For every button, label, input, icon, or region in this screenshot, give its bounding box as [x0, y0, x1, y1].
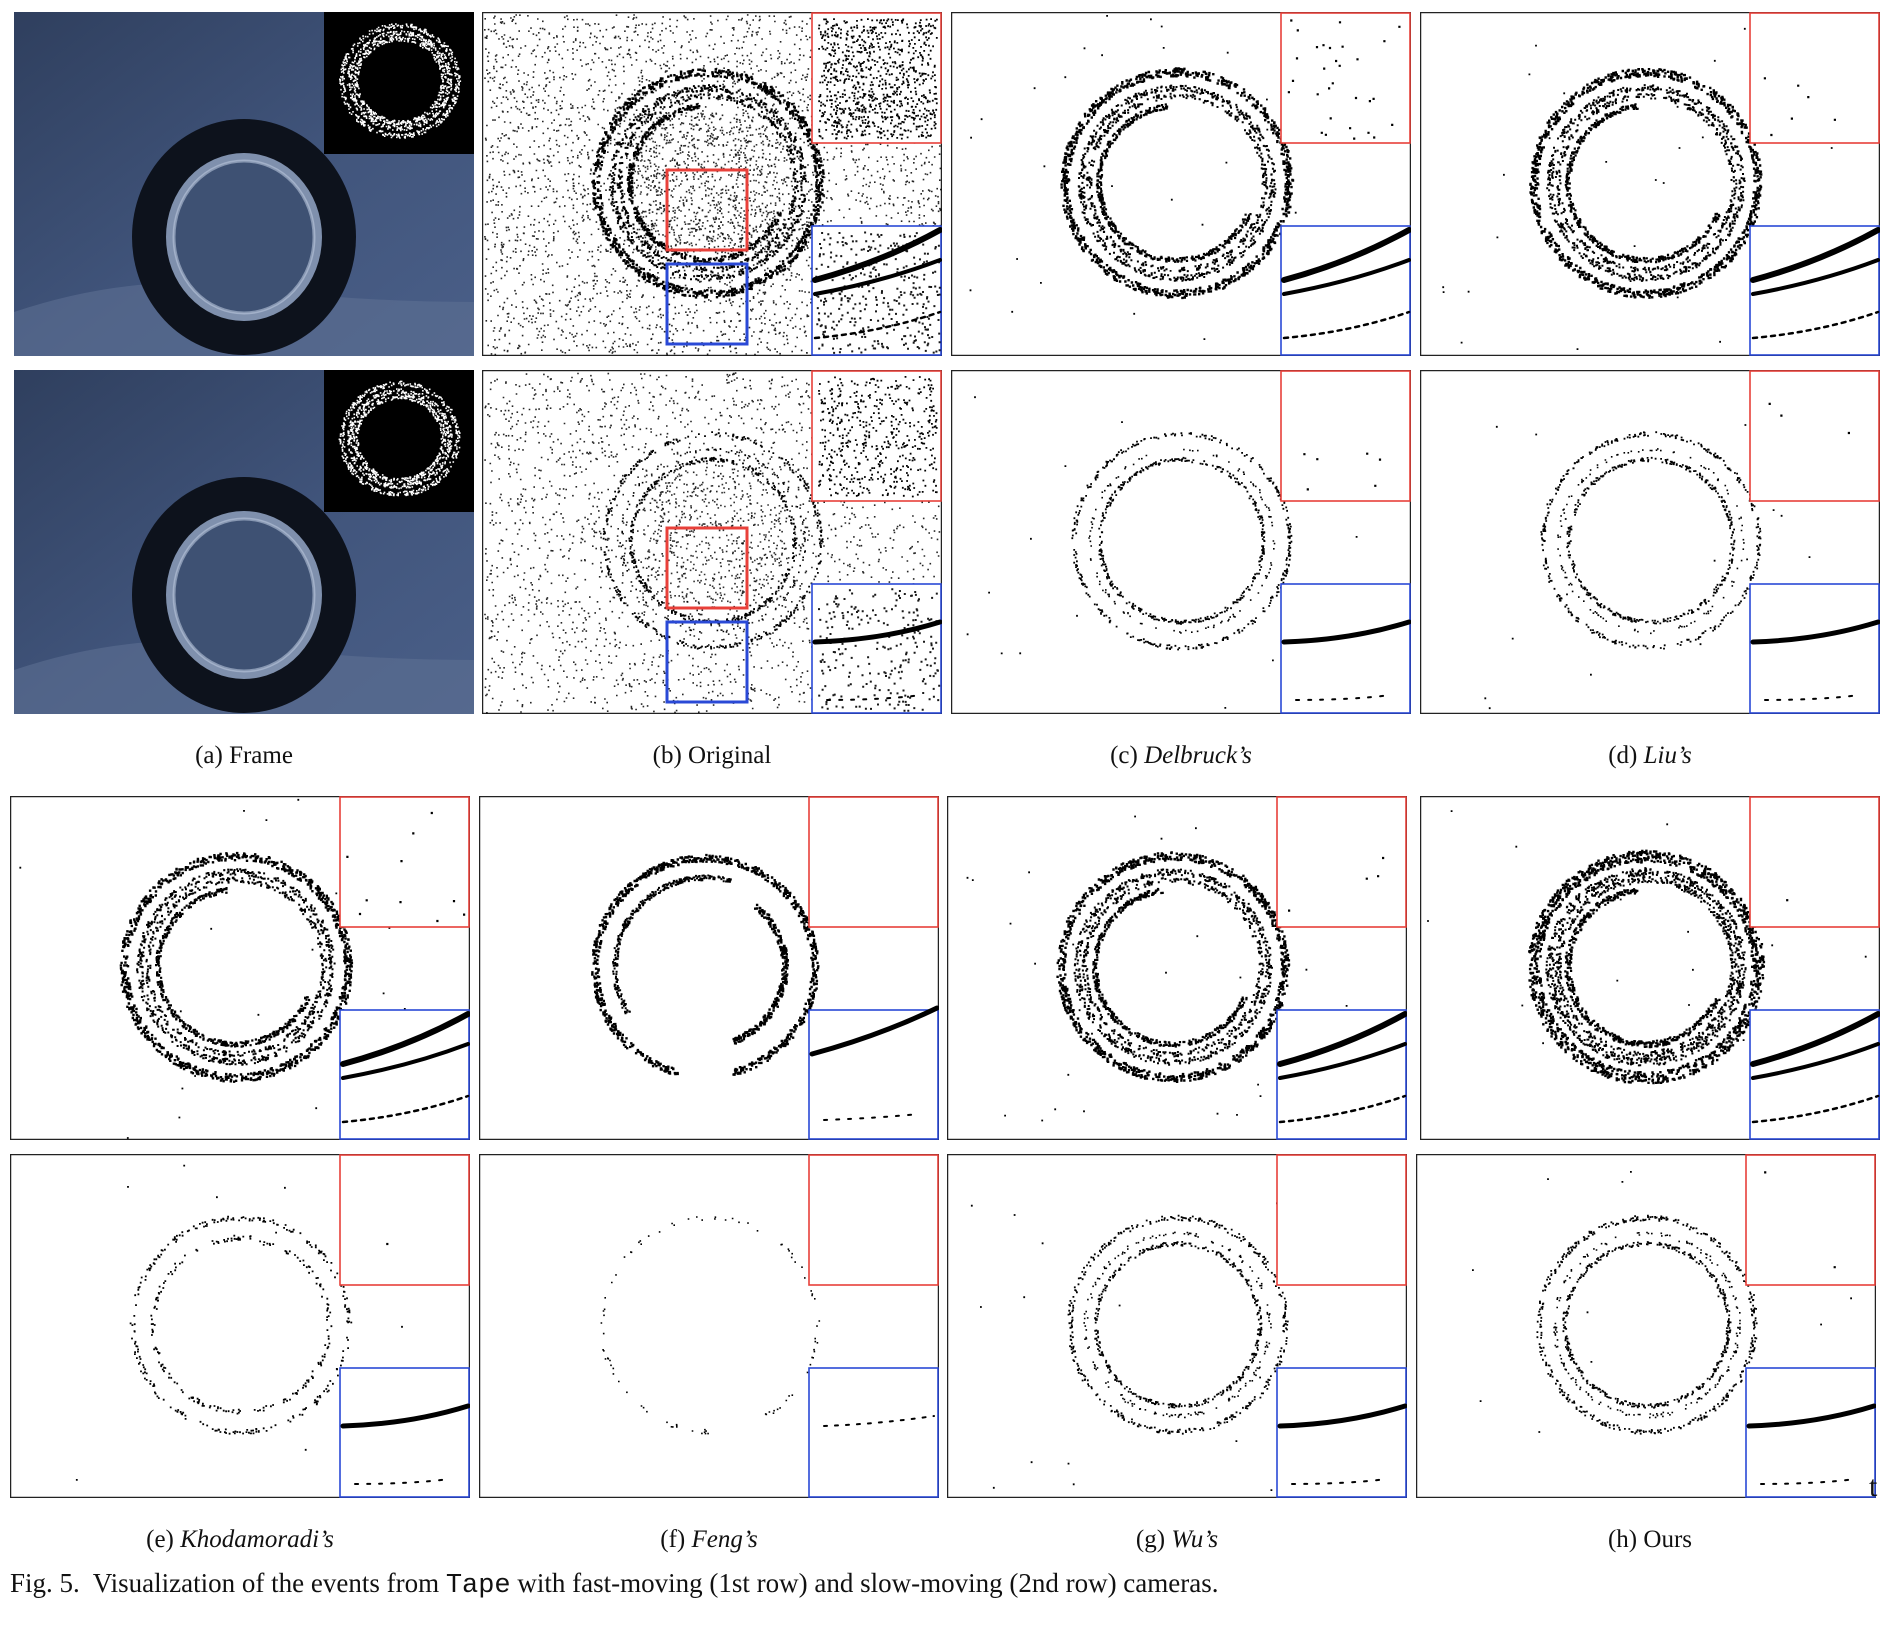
event-image [10, 1154, 470, 1498]
panel-e-khodamoradi-slow [10, 1154, 470, 1498]
panel-g-wu-fast [947, 796, 1407, 1140]
event-image [1420, 12, 1880, 356]
label-b: (b) Original [652, 742, 772, 769]
frame-image [14, 370, 474, 714]
event-image [951, 370, 1411, 714]
panel-a-frame-fast [14, 12, 474, 356]
event-image [1416, 1154, 1876, 1498]
stray-glyph: t [1869, 1470, 1878, 1503]
panel-b-original-slow [482, 370, 942, 714]
label-f: (f) Feng’s [660, 1526, 758, 1553]
panel-f-feng-slow [479, 1154, 939, 1498]
label-c: (c) Delbruck’s [1110, 742, 1252, 769]
event-image [1420, 370, 1880, 714]
event-image [479, 796, 939, 1140]
panel-e-khodamoradi-fast [10, 796, 470, 1140]
event-image [10, 796, 470, 1140]
panel-c-delbruck-fast [951, 12, 1411, 356]
label-d: (d) Liu’s [1608, 742, 1692, 769]
panel-d-liu-fast [1420, 12, 1880, 356]
panel-f-feng-fast [479, 796, 939, 1140]
panel-h-ours-slow [1416, 1154, 1876, 1498]
figure-caption: Fig. 5. Visualization of the events from… [10, 1568, 1219, 1601]
panel-d-liu-slow [1420, 370, 1880, 714]
label-a: (a) Frame [195, 742, 293, 769]
event-image [479, 1154, 939, 1498]
panel-g-wu-slow [947, 1154, 1407, 1498]
event-image [947, 1154, 1407, 1498]
panel-c-delbruck-slow [951, 370, 1411, 714]
frame-image [14, 12, 474, 356]
event-image [482, 12, 942, 356]
panel-b-original-fast [482, 12, 942, 356]
event-image [482, 370, 942, 714]
panel-h-ours-fast [1420, 796, 1880, 1140]
label-h: (h) Ours [1607, 1526, 1692, 1553]
label-g: (g) Wu’s [1135, 1526, 1219, 1553]
event-image [951, 12, 1411, 356]
panel-a-frame-slow [14, 370, 474, 714]
label-e: (e) Khodamoradi’s [146, 1526, 334, 1553]
event-image [947, 796, 1407, 1140]
event-image [1420, 796, 1880, 1140]
